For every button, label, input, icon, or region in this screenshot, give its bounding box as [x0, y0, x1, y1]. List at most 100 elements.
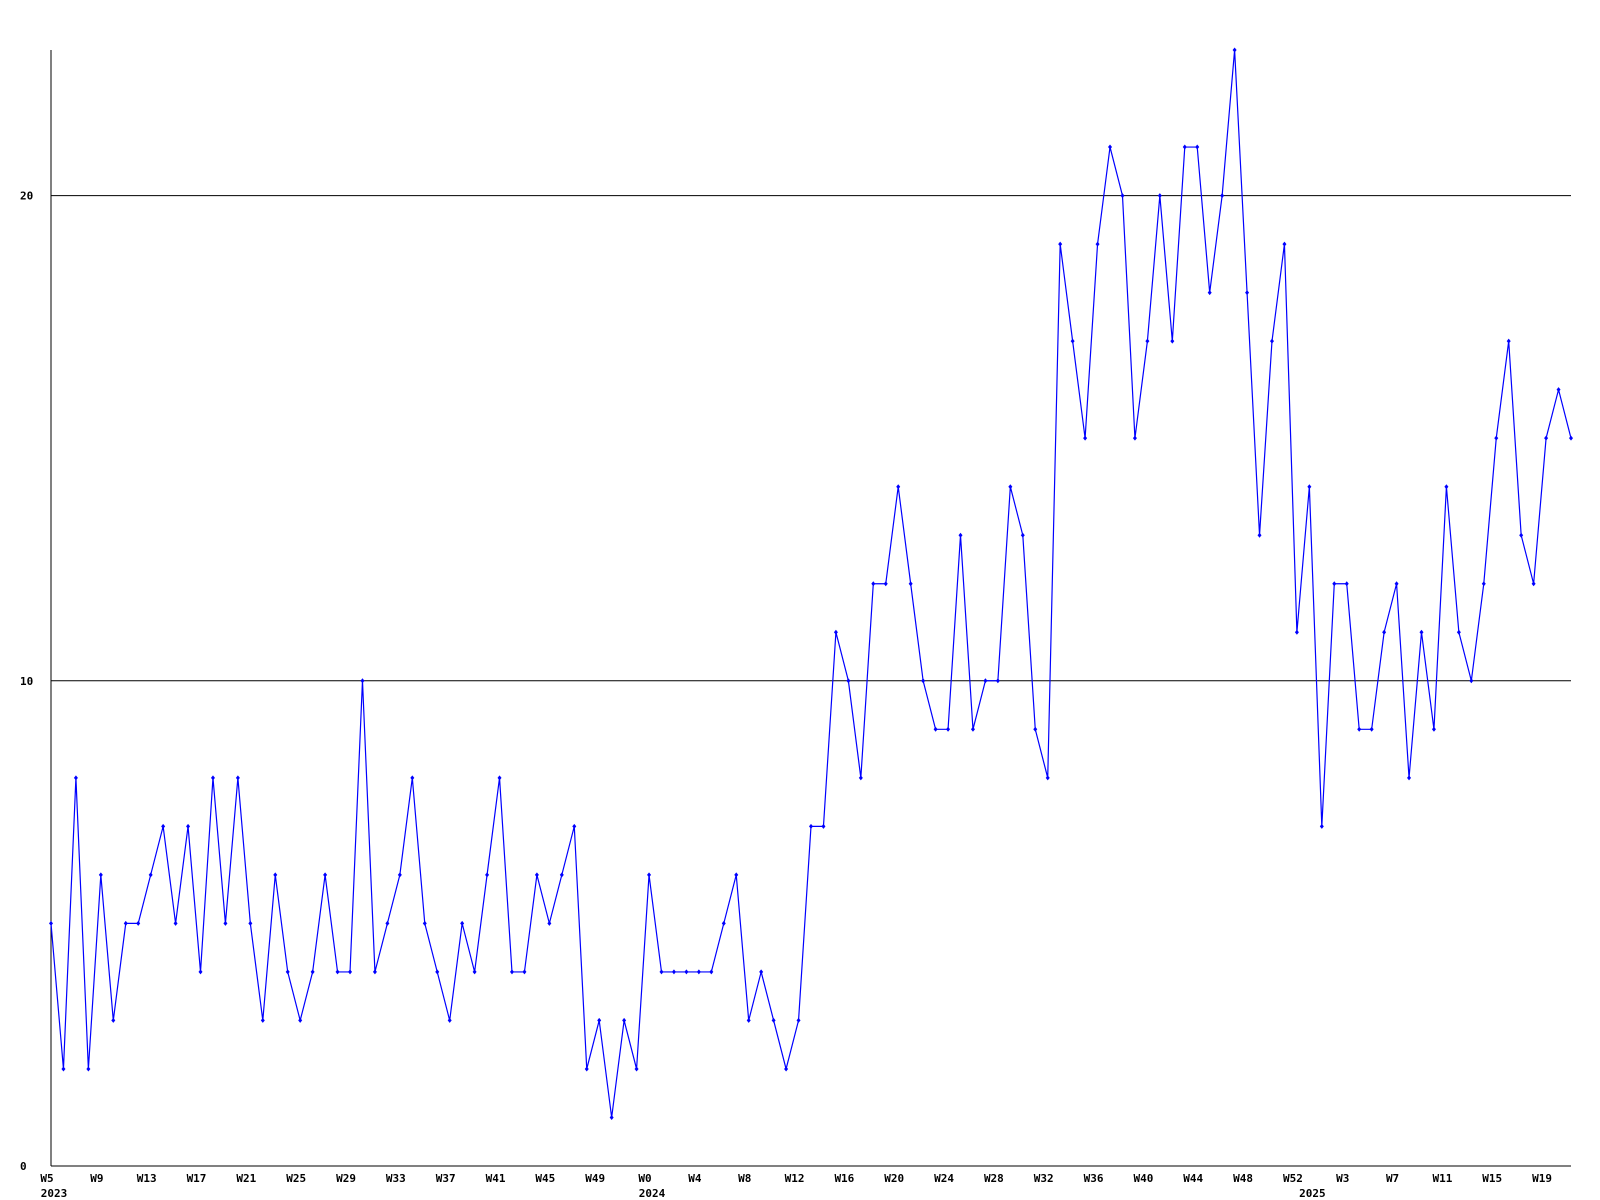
point-marker — [1444, 484, 1449, 490]
x-tick-label: W37 — [436, 1172, 456, 1185]
point-marker — [1257, 532, 1262, 538]
point-marker — [821, 823, 826, 829]
point-marker — [298, 1017, 303, 1023]
point-marker — [946, 726, 951, 732]
point-marker — [983, 678, 988, 684]
point-marker — [136, 920, 141, 926]
point-marker — [771, 1017, 776, 1023]
point-marker — [223, 920, 228, 926]
point-marker — [111, 1017, 116, 1023]
x-tick-label: W17 — [187, 1172, 207, 1185]
x-tick-label: W15 — [1482, 1172, 1502, 1185]
point-marker — [622, 1017, 627, 1023]
x-tick-label: W9 — [90, 1172, 103, 1185]
point-marker — [385, 920, 390, 926]
point-marker — [1045, 775, 1050, 781]
x-tick-label: W25 — [286, 1172, 306, 1185]
point-marker — [995, 678, 1000, 684]
x-tick-label: W16 — [834, 1172, 854, 1185]
point-marker — [1394, 581, 1399, 587]
x-tick-label: W20 — [884, 1172, 904, 1185]
x-tick-label: W3 — [1336, 1172, 1349, 1185]
point-marker — [1332, 581, 1337, 587]
point-marker — [485, 872, 490, 878]
point-marker — [86, 1066, 91, 1072]
point-marker — [372, 969, 377, 975]
x-year-label: 2023 — [41, 1187, 68, 1200]
point-marker — [1369, 726, 1374, 732]
point-marker — [1294, 629, 1299, 635]
point-marker — [908, 581, 913, 587]
point-marker — [1556, 387, 1561, 393]
point-marker — [970, 726, 975, 732]
point-marker — [1145, 338, 1150, 344]
point-marker — [447, 1017, 452, 1023]
point-marker — [796, 1017, 801, 1023]
point-marker — [1419, 629, 1424, 635]
x-tick-label: W0 — [638, 1172, 651, 1185]
point-marker — [671, 969, 676, 975]
x-tick-label: W52 — [1283, 1172, 1303, 1185]
point-marker — [186, 823, 191, 829]
point-marker — [1020, 532, 1025, 538]
point-marker — [1481, 581, 1486, 587]
point-marker — [422, 920, 427, 926]
x-tick-label: W19 — [1532, 1172, 1552, 1185]
point-marker — [759, 969, 764, 975]
x-tick-label: W29 — [336, 1172, 356, 1185]
point-marker — [634, 1066, 639, 1072]
x-tick-label: W49 — [585, 1172, 605, 1185]
point-marker — [435, 969, 440, 975]
point-marker — [534, 872, 539, 878]
point-marker — [896, 484, 901, 490]
x-tick-label: W13 — [137, 1172, 157, 1185]
x-tick-label: W41 — [486, 1172, 506, 1185]
point-marker — [1095, 241, 1100, 247]
point-marker — [1108, 144, 1113, 150]
point-marker — [1058, 241, 1063, 247]
x-tick-label: W8 — [738, 1172, 751, 1185]
y-tick-label: 10 — [20, 675, 33, 688]
point-marker — [323, 872, 328, 878]
point-marker — [1220, 193, 1225, 199]
point-marker — [460, 920, 465, 926]
x-tick-label: W48 — [1233, 1172, 1253, 1185]
point-marker — [1245, 290, 1250, 296]
point-marker — [1544, 435, 1549, 441]
point-marker — [584, 1066, 589, 1072]
x-tick-label: W36 — [1084, 1172, 1104, 1185]
point-marker — [1506, 338, 1511, 344]
x-tick-label: W4 — [688, 1172, 702, 1185]
point-marker — [410, 775, 415, 781]
x-tick-label: W32 — [1034, 1172, 1054, 1185]
point-marker — [547, 920, 552, 926]
point-marker — [98, 872, 103, 878]
point-marker — [933, 726, 938, 732]
x-tick-label: W24 — [934, 1172, 954, 1185]
x-tick-label: W21 — [236, 1172, 256, 1185]
point-marker — [709, 969, 714, 975]
point-marker — [559, 872, 564, 878]
point-marker — [858, 775, 863, 781]
x-tick-label: W5 — [40, 1172, 53, 1185]
point-marker — [784, 1066, 789, 1072]
point-marker — [1382, 629, 1387, 635]
x-tick-label: W28 — [984, 1172, 1004, 1185]
point-marker — [1319, 823, 1324, 829]
point-marker — [161, 823, 166, 829]
point-marker — [958, 532, 963, 538]
point-marker — [49, 920, 53, 926]
x-tick-label: W7 — [1386, 1172, 1399, 1185]
point-marker — [1494, 435, 1499, 441]
point-marker — [1519, 532, 1524, 538]
point-marker — [123, 920, 128, 926]
point-marker — [647, 872, 652, 878]
point-marker — [472, 969, 477, 975]
point-marker — [572, 823, 577, 829]
point-marker — [921, 678, 926, 684]
x-tick-label: W12 — [785, 1172, 805, 1185]
point-marker — [1157, 193, 1162, 199]
point-marker — [260, 1017, 265, 1023]
point-marker — [198, 969, 203, 975]
